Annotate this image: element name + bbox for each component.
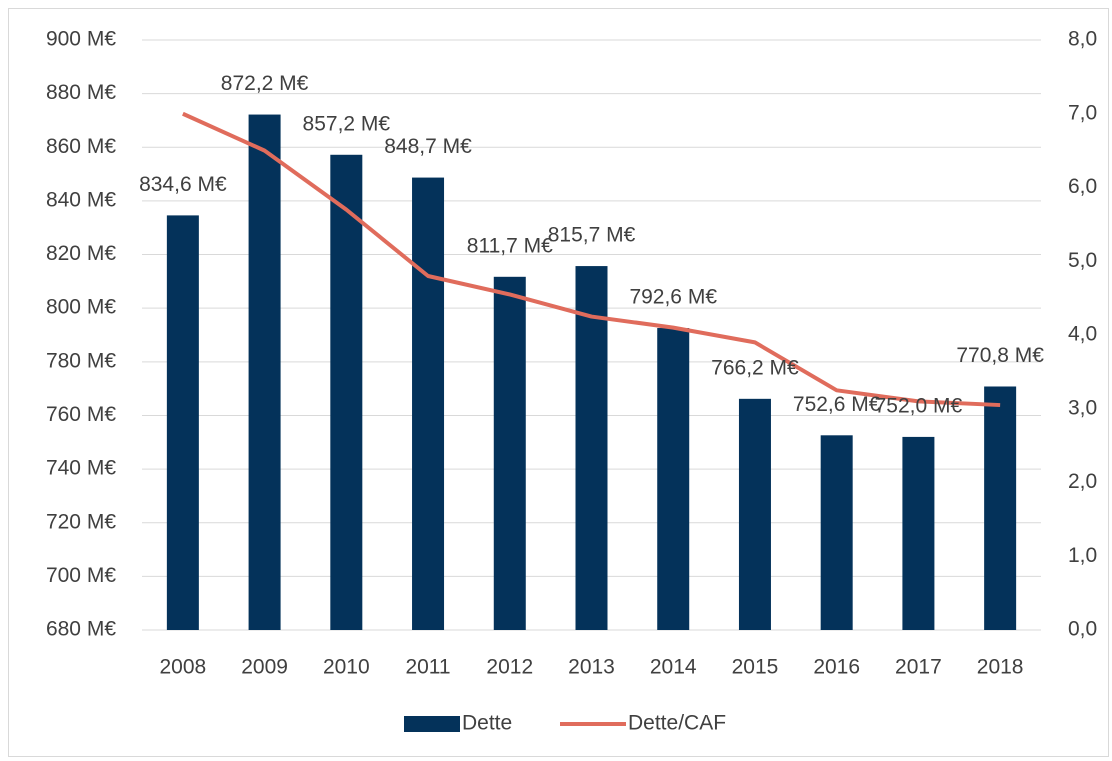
y2-tick-label: 0,0 xyxy=(1068,618,1097,641)
data-label: 752,0 M€ xyxy=(875,394,963,417)
y-tick-label: 680 M€ xyxy=(46,618,116,641)
x-tick-label: 2018 xyxy=(977,656,1024,679)
y2-tick-label: 1,0 xyxy=(1068,544,1097,567)
y2-tick-label: 8,0 xyxy=(1068,28,1097,51)
data-label: 834,6 M€ xyxy=(139,173,227,196)
data-label: 766,2 M€ xyxy=(711,356,799,379)
y-tick-label: 860 M€ xyxy=(46,135,116,158)
x-tick-label: 2011 xyxy=(405,656,450,679)
x-tick-label: 2014 xyxy=(650,656,697,679)
y-tick-label: 880 M€ xyxy=(46,81,116,104)
x-tick-label: 2009 xyxy=(241,656,288,679)
y2-tick-label: 2,0 xyxy=(1068,470,1097,493)
data-label: 752,6 M€ xyxy=(793,393,881,416)
data-label: 857,2 M€ xyxy=(303,112,391,135)
bar xyxy=(575,266,608,630)
y-tick-label: 700 M€ xyxy=(46,564,116,587)
bar xyxy=(738,398,771,630)
bar xyxy=(984,386,1017,630)
bar xyxy=(902,436,935,630)
data-label: 792,6 M€ xyxy=(629,286,717,309)
bar xyxy=(412,177,445,630)
legend-swatch xyxy=(404,716,460,732)
y2-tick-label: 3,0 xyxy=(1068,396,1097,419)
bar xyxy=(330,154,363,631)
bar xyxy=(657,328,690,630)
bar xyxy=(820,435,853,630)
bar xyxy=(166,215,199,630)
legend-label: Dette/CAF xyxy=(628,712,726,735)
y-tick-label: 840 M€ xyxy=(46,188,116,211)
y-tick-label: 720 M€ xyxy=(46,510,116,533)
legend-label: Dette xyxy=(462,712,512,735)
x-tick-label: 2016 xyxy=(813,656,860,679)
x-tick-label: 2008 xyxy=(160,656,207,679)
bar xyxy=(248,114,281,630)
y-tick-label: 800 M€ xyxy=(46,296,116,319)
data-label: 815,7 M€ xyxy=(548,224,636,247)
x-tick-label: 2017 xyxy=(895,656,942,679)
y-tick-label: 900 M€ xyxy=(46,28,116,51)
y2-tick-label: 7,0 xyxy=(1068,101,1097,124)
y2-tick-label: 4,0 xyxy=(1068,323,1097,346)
y2-tick-label: 6,0 xyxy=(1068,175,1097,198)
data-label: 848,7 M€ xyxy=(384,135,472,158)
y2-tick-label: 5,0 xyxy=(1068,249,1097,272)
y-tick-label: 820 M€ xyxy=(46,242,116,265)
y-tick-label: 740 M€ xyxy=(46,457,116,480)
bar xyxy=(493,276,526,630)
y-tick-label: 780 M€ xyxy=(46,349,116,372)
data-label: 770,8 M€ xyxy=(956,344,1044,367)
x-tick-label: 2013 xyxy=(568,656,615,679)
data-label: 872,2 M€ xyxy=(221,72,309,95)
line xyxy=(182,111,1001,408)
x-tick-label: 2010 xyxy=(323,656,370,679)
data-label: 811,7 M€ xyxy=(467,234,553,257)
x-tick-label: 2012 xyxy=(486,656,533,679)
x-tick-label: 2015 xyxy=(732,656,779,679)
y-tick-label: 760 M€ xyxy=(46,403,116,426)
